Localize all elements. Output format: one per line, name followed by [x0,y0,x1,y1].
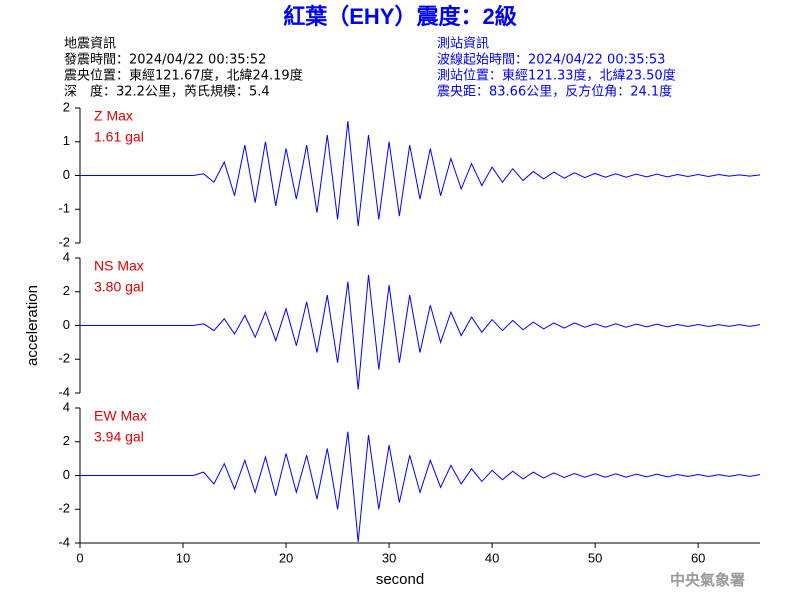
y-tick-label: 1 [63,133,70,148]
waveform [80,121,761,227]
footer: 中央氣象署 [670,571,745,589]
y-tick-label: 2 [63,99,70,114]
y-tick-label: 2 [63,433,70,448]
info-line: 波線起始時間：2024/04/22 00:35:53 [437,52,665,68]
x-axis-label: second [376,571,424,588]
y-tick-label: -2 [58,501,70,516]
x-tick-label: 0 [76,550,83,565]
y-tick-label: 4 [63,399,70,414]
y-tick-label: 0 [63,467,70,482]
info-line: 地震資訊 [64,37,116,52]
y-tick-label: -2 [58,351,70,366]
x-tick-label: 10 [176,550,190,565]
chart-title: 紅葉（EHY）震度：2級 [283,4,516,29]
max-value: 3.80 gal [94,279,144,295]
waveform [80,431,761,543]
info-line: 測站資訊 [437,37,489,52]
info-line: 發震時間：2024/04/22 00:35:52 [64,53,266,68]
y-tick-label: 2 [63,283,70,298]
y-tick-label: -4 [58,384,70,399]
y-tick-label: -1 [58,201,70,216]
waveform [80,274,761,390]
x-tick-label: 50 [588,550,602,565]
y-tick-label: 0 [63,317,70,332]
info-line: 震央位置：東經121.67度，北緯24.19度 [64,68,303,84]
max-value: 3.94 gal [94,429,144,445]
x-tick-label: 60 [691,550,705,565]
y-tick-label: -2 [58,234,70,249]
max-annotation: EW Max [94,408,147,424]
max-annotation: NS Max [94,258,144,274]
y-tick-label: -4 [58,534,70,549]
max-annotation: Z Max [94,108,133,124]
info-line: 震央距：83.66公里，反方位角：24.1度 [437,84,672,100]
info-line: 深 度：32.2公里，芮氏規模：5.4 [64,84,270,100]
info-line: 測站位置：東經121.33度，北緯23.50度 [437,68,676,84]
x-tick-label: 30 [382,550,396,565]
y-tick-label: 0 [63,167,70,182]
y-axis-label: acceleration [24,285,41,366]
x-tick-label: 40 [485,550,499,565]
y-tick-label: 4 [63,249,70,264]
x-tick-label: 20 [279,550,293,565]
max-value: 1.61 gal [94,129,144,145]
